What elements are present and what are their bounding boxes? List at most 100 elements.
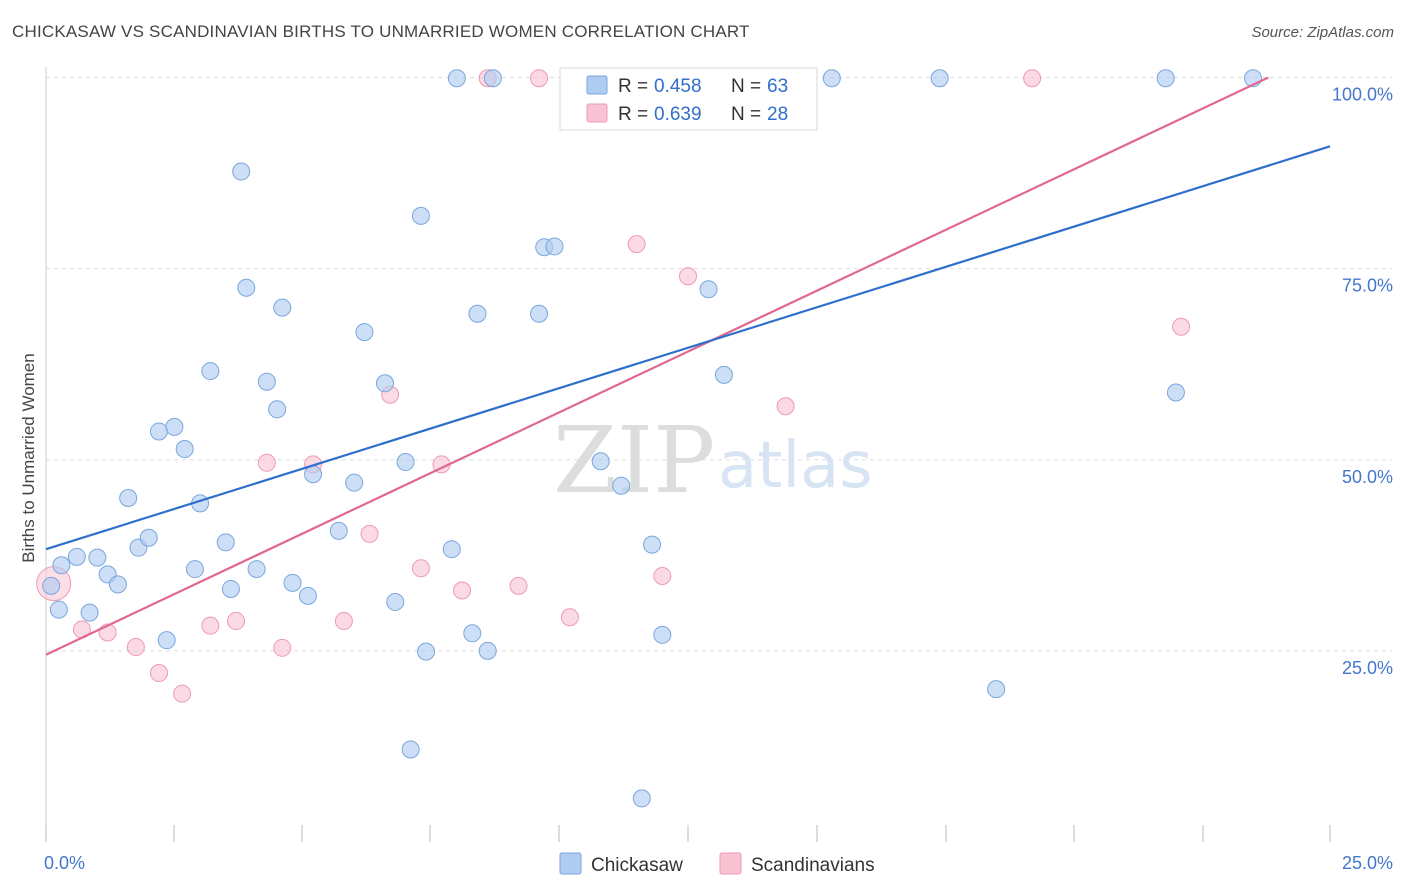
y-tick-label: 75.0% xyxy=(1342,276,1393,296)
chickasaw-point xyxy=(139,528,158,547)
chickasaw-point xyxy=(463,624,482,643)
chickasaw-point xyxy=(185,560,204,579)
y-tick-label: 50.0% xyxy=(1342,467,1393,487)
chickasaw-point xyxy=(298,586,317,605)
scandinavian-point xyxy=(201,616,220,635)
chickasaw-point xyxy=(329,521,348,540)
chickasaw-point xyxy=(653,625,672,644)
trend-lines xyxy=(45,76,1331,656)
scandinavian-point xyxy=(334,612,353,631)
scandinavian-swatch xyxy=(586,103,608,123)
n-label: N = xyxy=(731,104,761,125)
scandinavian-point xyxy=(273,638,292,657)
n-label: N = xyxy=(731,76,761,97)
chickasaw-point xyxy=(401,740,420,759)
axes: 25.0% 50.0% 75.0% 100.0% 0.0% 25.0% xyxy=(44,67,1393,873)
chickasaw-point xyxy=(987,680,1006,699)
chickasaw-point xyxy=(175,440,194,459)
chickasaw-point xyxy=(247,560,266,579)
chickasaw-point xyxy=(411,206,430,225)
watermark: ZIP atlas xyxy=(553,407,873,514)
chickasaw-n-value: 63 xyxy=(767,76,788,97)
chickasaw-point xyxy=(1156,69,1175,88)
chickasaw-point xyxy=(930,69,949,88)
chickasaw-point xyxy=(237,278,256,297)
chickasaw-point xyxy=(591,452,610,471)
chickasaw-point xyxy=(149,422,168,441)
scandinavian-point xyxy=(227,612,246,631)
chickasaw-point xyxy=(632,789,651,808)
legend-chickasaw-swatch xyxy=(559,852,582,875)
legend-chickasaw-label: Chickasaw xyxy=(591,855,683,876)
watermark-zip: ZIP xyxy=(553,407,715,514)
chickasaw-point xyxy=(283,573,302,592)
scandinavian-point xyxy=(453,581,472,600)
scandinavian-point xyxy=(627,235,646,254)
chart-title: CHICKASAW VS SCANDINAVIAN BIRTHS TO UNMA… xyxy=(12,22,750,41)
scandinavian-point xyxy=(360,524,379,543)
chickasaw-point xyxy=(42,576,61,595)
chickasaw-point xyxy=(483,69,502,88)
scandinavian-point xyxy=(257,453,276,472)
chickasaw-point xyxy=(1166,383,1185,402)
chickasaw-point xyxy=(201,362,220,381)
chickasaw-point xyxy=(88,548,107,567)
chickasaw-point xyxy=(355,323,374,342)
chickasaw-r-value: 0.458 xyxy=(654,76,702,97)
scandinavian-point xyxy=(509,576,528,595)
scandinavian-point xyxy=(560,608,579,627)
watermark-atlas: atlas xyxy=(718,429,873,503)
chickasaw-point xyxy=(699,280,718,299)
y-tick-label: 100.0% xyxy=(1332,85,1393,105)
data-points xyxy=(36,69,1262,808)
chickasaw-point xyxy=(49,600,68,619)
scandinavian-point xyxy=(530,69,549,88)
legend-scandinavian-swatch xyxy=(719,852,742,875)
r-label: R = xyxy=(618,104,648,125)
scandinavian-point xyxy=(126,638,145,657)
chickasaw-point xyxy=(643,535,662,554)
chickasaw-point xyxy=(345,473,364,492)
scandinavian-point xyxy=(1172,317,1191,336)
chickasaw-point xyxy=(52,556,71,575)
chickasaw-point xyxy=(80,603,99,622)
chickasaw-point xyxy=(386,592,405,611)
chickasaw-swatch xyxy=(586,75,608,95)
scandinavian-point xyxy=(173,684,192,703)
chickasaw-point xyxy=(442,540,461,559)
chickasaw-point xyxy=(221,579,240,598)
chickasaw-point xyxy=(468,304,487,323)
source-credit: Source: ZipAtlas.com xyxy=(1251,24,1394,41)
scandinavian-point xyxy=(411,559,430,578)
stats-legend: R = 0.458 N = 63 R = 0.639 N = 28 xyxy=(559,67,818,131)
scandinavian-point xyxy=(1023,69,1042,88)
scandinavian-point xyxy=(653,566,672,585)
chickasaw-point xyxy=(545,237,564,256)
chickasaw-point xyxy=(108,575,127,594)
series-legend: Chickasaw Scandinavians xyxy=(559,852,875,876)
chickasaw-point xyxy=(157,631,176,650)
scandinavian-point xyxy=(776,397,795,416)
y-axis-label: Births to Unmarried Women xyxy=(19,353,38,562)
r-label: R = xyxy=(618,76,648,97)
scandinavian-n-value: 28 xyxy=(767,104,788,125)
scandinavian-point xyxy=(679,267,697,286)
chickasaw-point xyxy=(478,641,497,660)
chickasaw-point xyxy=(375,374,394,393)
chickasaw-point xyxy=(67,547,86,566)
chickasaw-point xyxy=(530,304,549,323)
y-tick-label: 25.0% xyxy=(1342,658,1393,678)
scandinavian-point xyxy=(149,664,168,683)
scandinavian-r-value: 0.639 xyxy=(654,104,702,125)
legend-scandinavian-label: Scandinavians xyxy=(751,855,875,876)
chickasaw-point xyxy=(417,642,436,661)
chickasaw-point xyxy=(257,372,276,391)
chickasaw-point xyxy=(447,69,466,88)
chickasaw-point xyxy=(268,400,287,419)
chickasaw-point xyxy=(612,476,631,495)
chickasaw-point xyxy=(273,298,292,317)
x-tick-label: 25.0% xyxy=(1342,853,1393,873)
chickasaw-point xyxy=(165,417,184,436)
x-tick-label: 0.0% xyxy=(44,853,85,873)
